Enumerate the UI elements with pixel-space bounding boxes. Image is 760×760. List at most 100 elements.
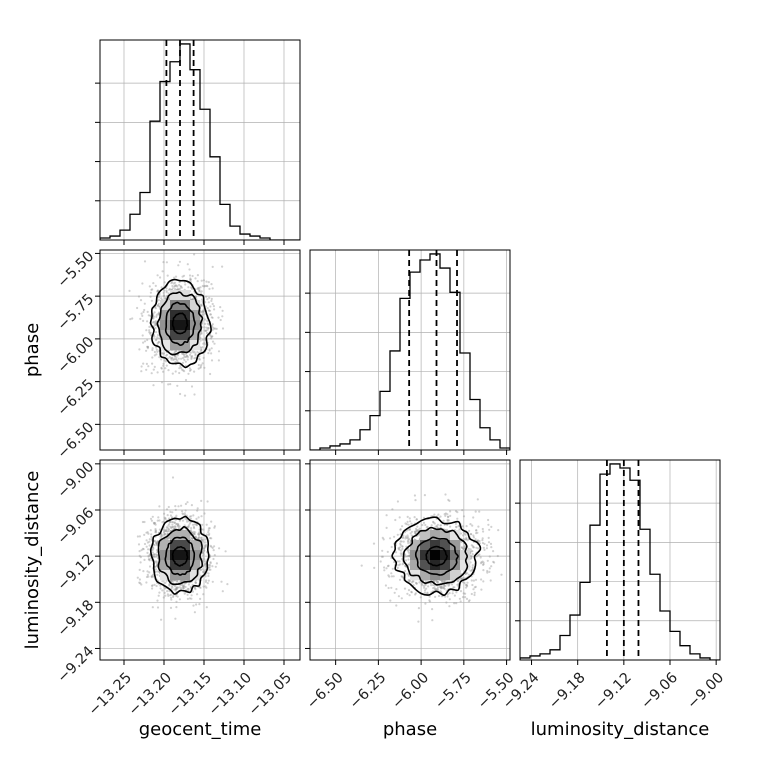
sample-point (182, 353, 185, 356)
sample-point (210, 337, 213, 340)
sample-point (167, 383, 170, 386)
sample-point (164, 530, 167, 533)
sample-point (426, 525, 429, 528)
density-cell (170, 530, 181, 541)
sample-point (408, 517, 411, 520)
sample-point (413, 516, 416, 519)
sample-point (170, 282, 173, 285)
sample-point (174, 585, 177, 588)
sample-point (193, 351, 196, 354)
sample-point (438, 585, 441, 589)
sample-point (153, 350, 156, 354)
sample-point (194, 356, 197, 359)
sample-point (398, 563, 402, 566)
sample-point (194, 581, 198, 584)
sample-point (443, 584, 446, 588)
sample-point (157, 340, 161, 343)
sample-point (481, 539, 484, 542)
sample-point (427, 585, 430, 588)
sample-point (213, 526, 216, 529)
sample-point (206, 322, 209, 325)
sample-point (420, 582, 423, 586)
sample-point (481, 560, 484, 563)
sample-point (186, 263, 189, 266)
sample-point (424, 583, 427, 587)
sample-point (432, 521, 435, 524)
sample-point (200, 331, 203, 334)
sample-point (445, 601, 448, 604)
sample-point (456, 517, 459, 520)
sample-point (153, 522, 156, 526)
sample-point (188, 597, 191, 600)
sample-point (415, 518, 418, 521)
sample-point (456, 510, 459, 514)
sample-point (167, 530, 171, 533)
sample-point (186, 525, 190, 529)
sample-point (155, 338, 158, 341)
sample-point (200, 332, 203, 335)
sample-point (173, 276, 176, 279)
sample-point (162, 294, 165, 297)
sample-point (399, 552, 402, 555)
sample-point (188, 522, 191, 525)
sample-point (154, 284, 157, 287)
sample-point (197, 533, 200, 536)
sample-point (429, 528, 433, 531)
sample-point (401, 563, 404, 566)
sample-point (199, 311, 202, 314)
sample-point (188, 274, 192, 277)
sample-point (488, 567, 491, 570)
sample-point (475, 555, 478, 558)
sample-point (463, 544, 466, 548)
sample-point (206, 582, 209, 585)
sample-point (453, 594, 456, 597)
sample-point (183, 394, 187, 397)
sample-point (432, 583, 435, 587)
sample-point (434, 595, 437, 599)
sample-point (467, 573, 470, 576)
sample-point (209, 568, 212, 571)
sample-point (399, 528, 402, 531)
sample-point (194, 354, 197, 357)
sample-point (155, 542, 158, 545)
sample-point (161, 534, 164, 537)
sample-point (470, 550, 473, 553)
sample-point (399, 540, 402, 543)
sample-point (398, 560, 401, 563)
sample-point (201, 346, 204, 349)
density-cell (190, 310, 201, 321)
sample-point (136, 306, 139, 310)
sample-point (192, 604, 195, 607)
sample-point (474, 538, 477, 541)
sample-point (448, 499, 451, 502)
sample-point (391, 508, 394, 511)
sample-point (480, 578, 483, 581)
sample-point (400, 597, 403, 600)
density-cell (180, 540, 191, 551)
sample-point (175, 587, 178, 591)
sample-point (160, 367, 163, 370)
sample-point (166, 526, 169, 530)
density-cell (430, 540, 441, 551)
sample-point (159, 584, 162, 587)
sample-point (154, 327, 157, 330)
sample-point (151, 515, 154, 518)
sample-point (470, 555, 473, 559)
sample-point (177, 357, 180, 360)
sample-point (470, 533, 473, 536)
sample-point (181, 357, 185, 360)
sample-point (188, 369, 192, 372)
sample-point (424, 523, 427, 527)
sample-point (148, 540, 151, 543)
sample-point (184, 355, 188, 359)
sample-point (157, 305, 160, 308)
density-cell (440, 550, 451, 561)
sample-point (170, 585, 173, 588)
sample-point (164, 533, 167, 536)
sample-point (155, 348, 158, 351)
sample-point (165, 261, 168, 264)
contour-geocent-time-phase-4 (149, 278, 212, 369)
sample-point (213, 545, 216, 548)
sample-point (211, 546, 214, 550)
sample-point (195, 523, 198, 526)
